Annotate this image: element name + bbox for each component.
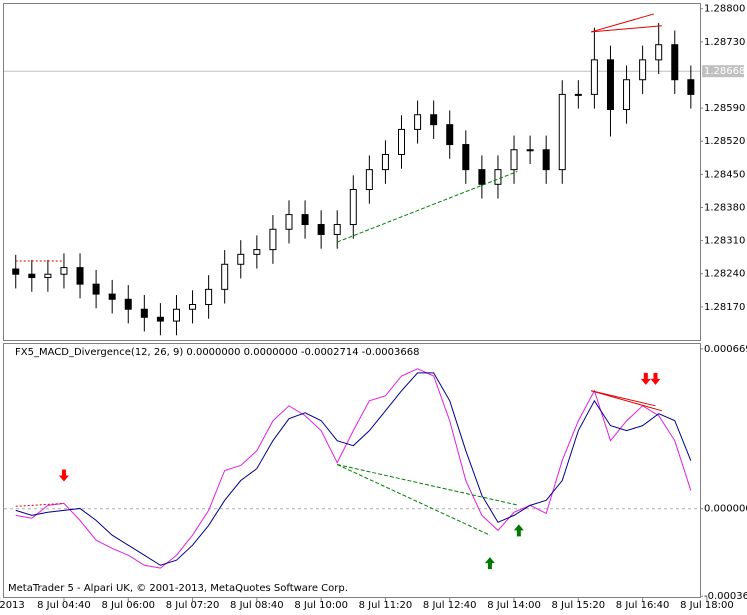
candle-body [205,288,213,306]
candle-body [156,316,164,322]
candle-body [349,189,357,226]
candle-body [76,267,84,285]
y-tick-label: 1.28730 [704,37,745,48]
candle-body [381,153,389,171]
price-pane [3,3,701,341]
indicator-line [15,368,692,569]
candle-body [189,304,197,310]
x-tick-label: 8 Jul 2013 [0,600,25,611]
candle-body [285,214,293,230]
x-tick-label: 8 Jul 14:00 [487,600,541,611]
candle-body [317,224,325,235]
divergence-line [591,390,656,407]
y-tick-label: 0.0006698 [704,344,747,355]
y-tick-label: 1.28590 [704,103,745,114]
current-price-label: 1.28668 [704,66,745,77]
x-tick-label: 8 Jul 06:00 [101,600,155,611]
candle-body [639,59,647,81]
divergence-line [591,390,663,412]
candle-body [542,149,550,171]
candle-body [12,268,20,275]
candle-body [92,283,100,295]
y-tick-label: 1.28520 [704,136,745,147]
x-tick-label: 8 Jul 07:20 [166,600,220,611]
indicator-pane [3,343,701,598]
candle-body [446,124,454,146]
divergence-line [591,25,662,33]
current-price-box [702,65,744,78]
divergence-line [591,13,655,33]
candle-body [140,308,148,318]
candle-body [655,44,663,61]
candle-body [60,267,68,275]
candle-body [172,308,180,322]
candle-body [365,169,373,191]
y-tick-label: 1.28380 [704,202,745,213]
y-tick-label: 0.0000000 [704,504,747,515]
y-tick-label: 1.28310 [704,236,745,247]
x-tick-label: 8 Jul 10:00 [294,600,348,611]
signal-arrow [58,469,69,482]
divergence-line [337,171,518,243]
y-tick-label: 1.28240 [704,269,745,280]
signal-arrow [484,557,495,570]
candle-body [606,59,614,111]
signal-arrow [513,524,524,537]
candle-body [687,79,695,95]
candle-body [124,298,132,310]
candle-body [108,293,116,300]
divergence-line [337,464,491,536]
candle-body [574,93,582,96]
candle-body [494,169,502,185]
candle-body [671,44,679,81]
candle-body [526,149,534,152]
x-tick-label: 8 Jul 08:40 [230,600,284,611]
x-tick-label: 8 Jul 11:20 [359,600,413,611]
x-tick-label: 8 Jul 04:40 [37,600,91,611]
candle-body [333,224,341,235]
y-tick-label: -0.0003668 [704,591,747,602]
candle-body [221,263,229,290]
candle-body [414,114,422,130]
candle-body [269,228,277,251]
indicator-line [15,372,692,566]
candle-body [623,79,631,111]
candle-body [462,144,470,171]
signal-arrow [640,372,651,385]
candle-body [28,273,36,279]
candle-body [478,169,486,185]
candle-body [44,273,52,279]
candle-body [237,253,245,265]
footer: MetaTrader 5 - Alpari UK, © 2001-2013, M… [8,583,348,594]
divergence-line [337,464,519,506]
indicator-label: FX5_MACD_Divergence(12, 26, 9) 0.0000000… [15,347,419,358]
candle-body [558,93,566,171]
y-tick-label: 1.28450 [704,169,745,180]
candle-body [253,249,261,255]
y-tick-label: 1.28170 [704,302,745,313]
divergence-line [15,502,64,507]
y-tick-label: 1.28800 [704,4,745,15]
x-tick-label: 8 Jul 16:40 [616,600,670,611]
signal-arrow [650,372,661,385]
x-tick-label: 8 Jul 15:20 [552,600,606,611]
x-tick-label: 8 Jul 18:00 [680,600,734,611]
candle-body [590,59,598,95]
candle-body [430,114,438,126]
x-tick-label: 8 Jul 12:40 [423,600,477,611]
candle-body [510,149,518,171]
candle-body [398,128,406,155]
candle-body [301,214,309,226]
